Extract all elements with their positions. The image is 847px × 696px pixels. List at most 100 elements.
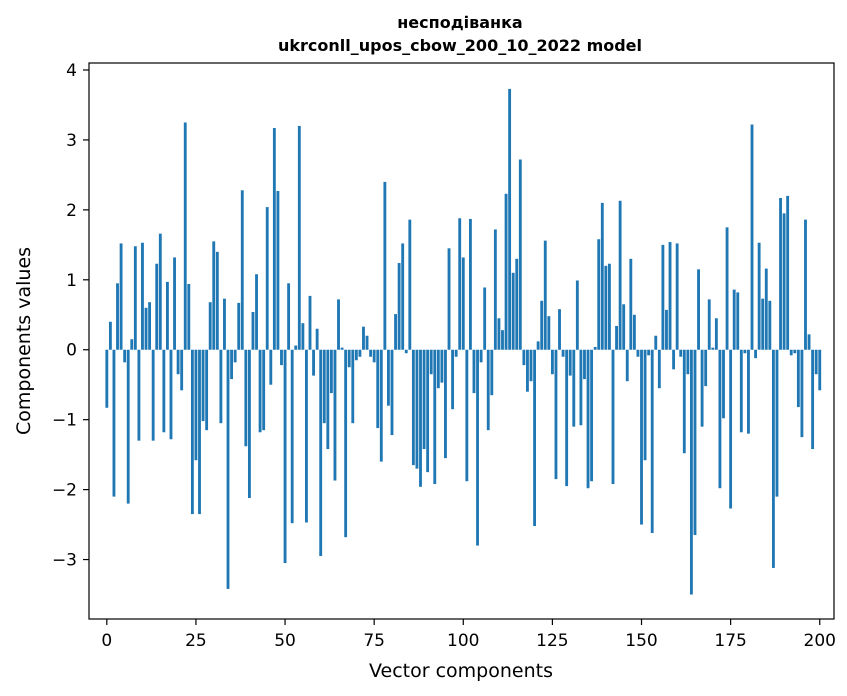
bar-127 — [558, 309, 561, 350]
bar-43 — [258, 349, 262, 433]
bar-34 — [226, 349, 230, 589]
bar-58 — [312, 349, 315, 376]
bar-0 — [105, 349, 109, 408]
bar-5 — [123, 349, 127, 363]
bar-20 — [176, 349, 180, 375]
bar-6 — [126, 349, 130, 504]
bar-4 — [119, 243, 123, 350]
bar-33 — [223, 298, 226, 350]
bar-30 — [212, 241, 216, 350]
bar-200 — [818, 349, 822, 391]
bar-55 — [301, 323, 305, 350]
bar-171 — [714, 318, 718, 350]
bar-188 — [775, 349, 779, 497]
bar-52 — [290, 349, 294, 524]
bar-85 — [408, 219, 412, 350]
bar-147 — [629, 258, 633, 350]
bar-94 — [440, 349, 444, 383]
bar-23 — [187, 284, 191, 350]
bar-106 — [483, 287, 487, 350]
bar-17 — [166, 281, 169, 350]
bar-25 — [194, 349, 198, 461]
bar-88 — [419, 349, 422, 487]
bar-28 — [205, 349, 209, 431]
bar-69 — [351, 349, 355, 424]
x-tick-label: 75 — [363, 631, 385, 651]
bar-169 — [707, 299, 711, 350]
bar-51 — [287, 283, 291, 350]
bar-190 — [782, 213, 786, 350]
bar-174 — [725, 227, 729, 350]
bar-83 — [401, 243, 405, 350]
bar-57 — [308, 295, 312, 350]
bar-181 — [750, 124, 754, 350]
y-axis-label: Components values — [13, 247, 35, 435]
bar-187 — [771, 349, 775, 568]
bar-117 — [522, 349, 526, 366]
bar-22 — [183, 122, 187, 350]
bar-128 — [561, 349, 565, 357]
bar-66 — [340, 347, 344, 350]
bar-77 — [379, 349, 383, 462]
bar-142 — [611, 349, 615, 485]
bar-148 — [632, 314, 636, 350]
bar-96 — [447, 248, 451, 350]
bar-74 — [369, 349, 373, 357]
bar-183 — [757, 242, 761, 350]
y-tick-label: −2 — [52, 481, 77, 501]
y-tick-label: −3 — [52, 551, 77, 571]
bar-198 — [811, 349, 815, 450]
bar-87 — [415, 349, 419, 469]
bar-123 — [543, 240, 547, 350]
bar-125 — [550, 349, 554, 375]
bar-8 — [133, 246, 137, 350]
bar-197 — [807, 334, 811, 350]
bar-159 — [672, 349, 676, 370]
bar-81 — [394, 314, 397, 350]
bar-199 — [814, 349, 818, 375]
bar-63 — [329, 349, 333, 394]
bar-126 — [554, 349, 558, 480]
bar-176 — [732, 289, 736, 350]
bar-67 — [344, 349, 348, 538]
bar-118 — [526, 349, 529, 392]
bar-116 — [518, 159, 522, 350]
bar-154 — [654, 335, 658, 350]
bar-104 — [476, 349, 479, 546]
bar-73 — [365, 335, 369, 350]
x-tick-label: 125 — [536, 631, 568, 651]
bar-75 — [372, 349, 376, 363]
bar-54 — [297, 125, 301, 350]
bar-12 — [148, 302, 152, 350]
x-tick-label: 50 — [274, 631, 296, 651]
bar-180 — [747, 349, 750, 434]
bar-115 — [515, 258, 519, 350]
bar-24 — [190, 349, 194, 515]
bar-195 — [800, 349, 804, 438]
bar-170 — [711, 347, 715, 350]
bar-135 — [586, 349, 590, 489]
bar-158 — [668, 242, 672, 350]
bar-59 — [315, 328, 319, 350]
bar-122 — [540, 300, 544, 350]
bar-186 — [768, 300, 772, 350]
x-tick-label: 0 — [101, 631, 112, 651]
bar-36 — [233, 349, 237, 363]
y-tick-label: 1 — [66, 271, 77, 291]
bar-27 — [201, 349, 205, 422]
bar-19 — [173, 257, 176, 350]
bar-37 — [237, 302, 241, 350]
bar-136 — [590, 349, 594, 482]
bar-194 — [796, 349, 800, 408]
bar-108 — [490, 349, 494, 396]
bar-193 — [793, 349, 797, 354]
x-tick-label: 200 — [804, 631, 836, 651]
y-tick-label: −1 — [52, 411, 77, 431]
bar-191 — [786, 195, 790, 350]
bar-92 — [433, 349, 437, 485]
bar-133 — [579, 349, 583, 426]
bar-76 — [376, 349, 380, 429]
bar-41 — [251, 311, 255, 350]
bar-103 — [472, 349, 476, 394]
bar-114 — [511, 272, 515, 350]
